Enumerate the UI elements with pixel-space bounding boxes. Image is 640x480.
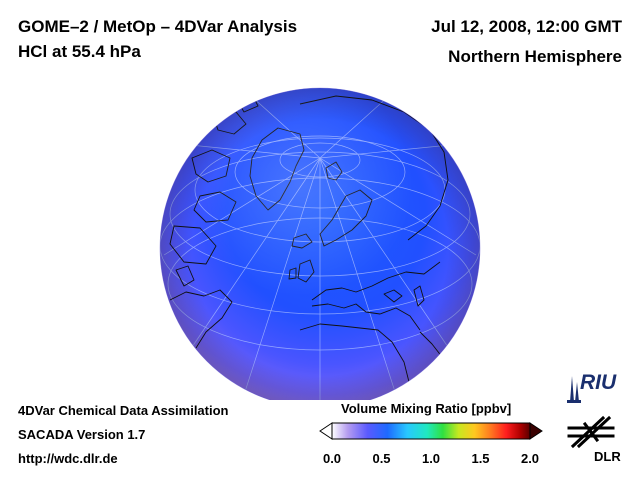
colorbar-max-arrow <box>529 422 543 440</box>
dlr-logo-text: DLR <box>594 449 621 464</box>
map-title: GOME–2 / MetOp – 4DVar Analysis <box>18 17 298 36</box>
colorbar-tick-label: 0.5 <box>372 451 391 466</box>
colorbar-tick-label: 0.0 <box>322 451 342 466</box>
globe-map <box>159 87 481 400</box>
colorbar-gradient <box>331 422 531 440</box>
colorbar <box>319 422 543 440</box>
colorbar-min-arrow <box>319 422 333 440</box>
map-subtitle: HCl at 55.4 hPa <box>18 42 141 61</box>
footer-description: 4DVar Chemical Data Assimilation <box>18 403 229 418</box>
dlr-logo-icon <box>567 415 615 449</box>
colorbar-tick-label: 2.0 <box>520 451 540 466</box>
riu-logo-icon <box>567 376 581 403</box>
footer-url[interactable]: http://wdc.dlr.de <box>18 451 118 466</box>
footer-version: SACADA Version 1.7 <box>18 427 146 442</box>
riu-logo-text: RIU <box>580 371 617 394</box>
map-date: Jul 12, 2008, 12:00 GMT <box>431 17 622 36</box>
colorbar-tick-label: 1.0 <box>421 451 441 466</box>
colorbar-title: Volume Mixing Ratio [ppbv] <box>341 401 512 416</box>
colorbar-tick-label: 1.5 <box>471 451 490 466</box>
map-region: Northern Hemisphere <box>448 47 622 66</box>
